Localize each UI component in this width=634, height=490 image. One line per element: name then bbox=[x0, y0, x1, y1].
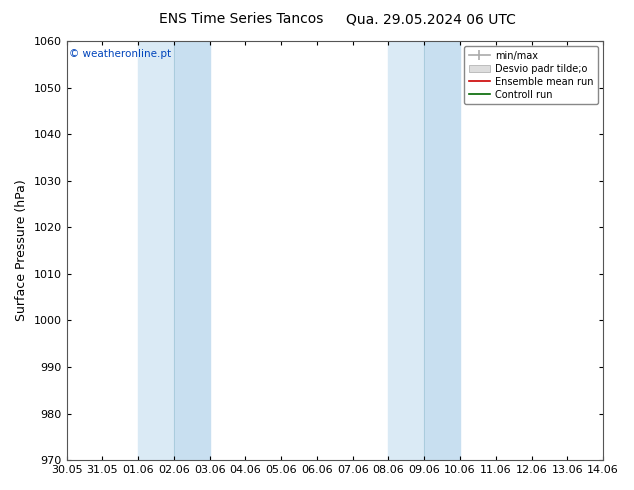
Y-axis label: Surface Pressure (hPa): Surface Pressure (hPa) bbox=[15, 180, 28, 321]
Bar bbox=[138, 41, 174, 460]
Bar bbox=[389, 41, 424, 460]
Bar bbox=[174, 41, 210, 460]
Text: Qua. 29.05.2024 06 UTC: Qua. 29.05.2024 06 UTC bbox=[346, 12, 516, 26]
Bar bbox=[424, 41, 460, 460]
Text: © weatheronline.pt: © weatheronline.pt bbox=[69, 49, 171, 59]
Legend: min/max, Desvio padr tilde;o, Ensemble mean run, Controll run: min/max, Desvio padr tilde;o, Ensemble m… bbox=[464, 46, 598, 104]
Text: ENS Time Series Tancos: ENS Time Series Tancos bbox=[158, 12, 323, 26]
